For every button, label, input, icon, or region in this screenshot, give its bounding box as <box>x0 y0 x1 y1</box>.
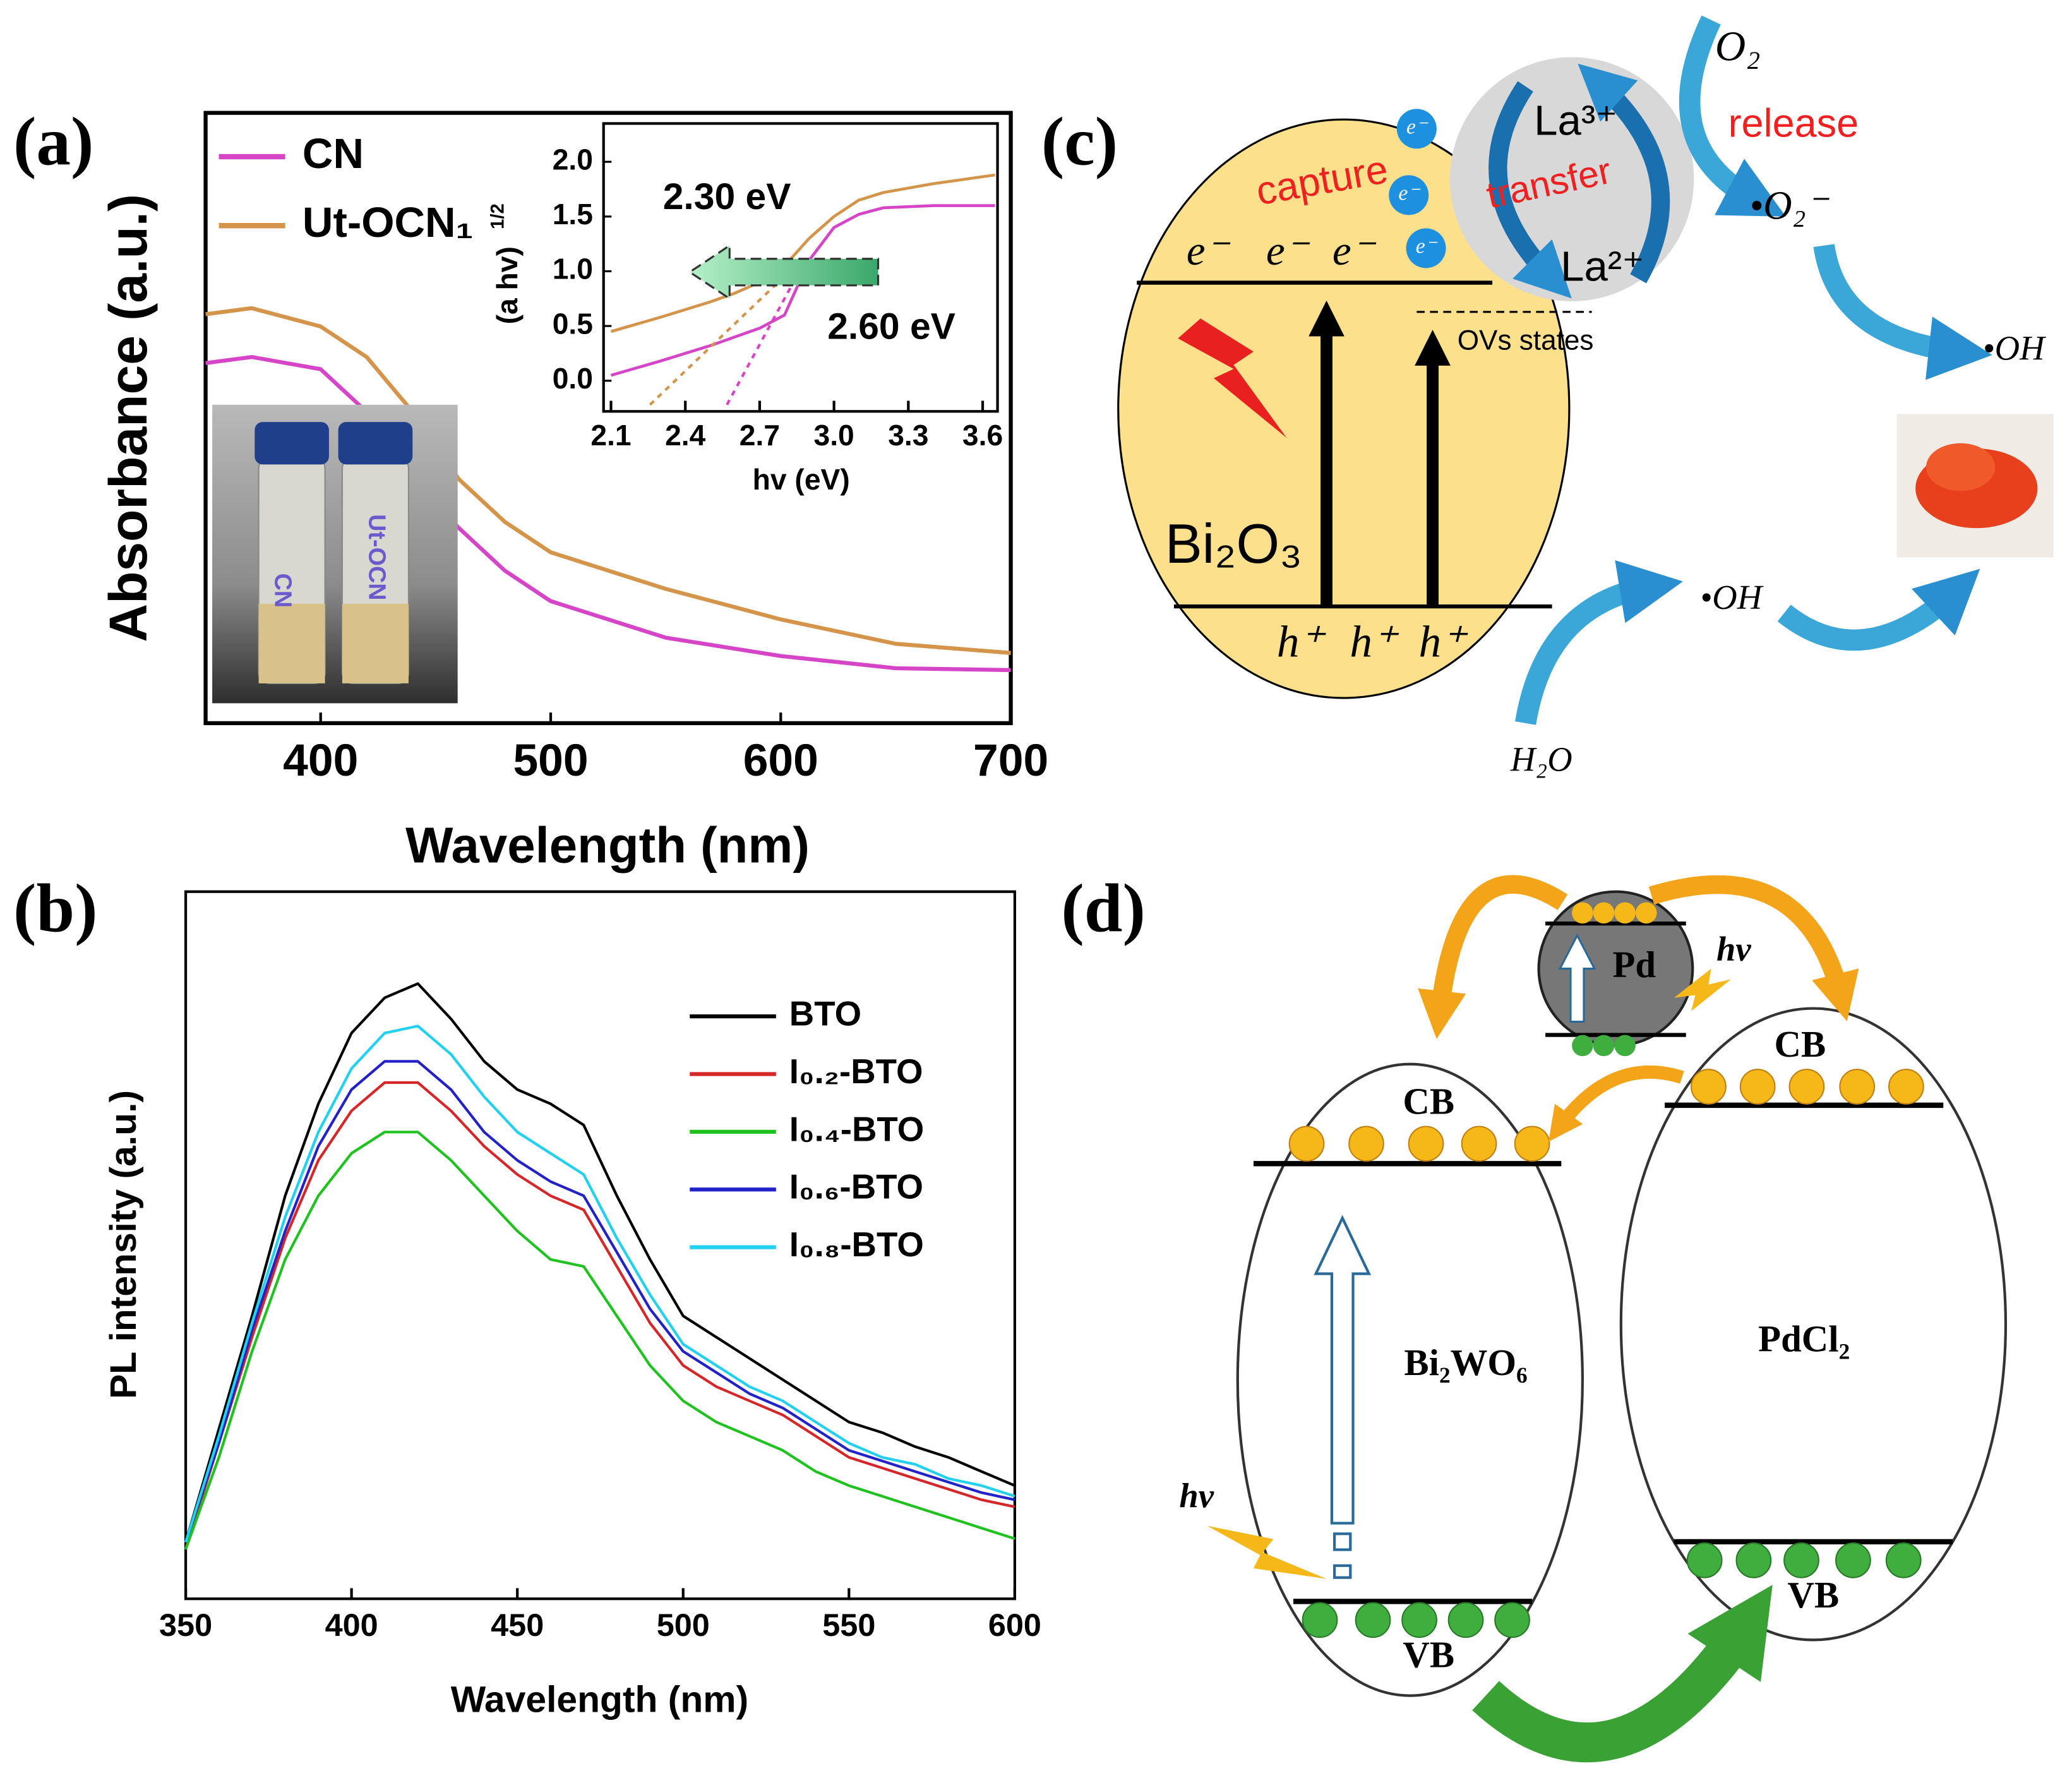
superoxide: •O₂⁻ <box>1749 183 1829 227</box>
panel-label: (d) <box>1061 870 1145 947</box>
legend-label: I₀.₈-BTO <box>789 1225 924 1264</box>
x-tick-label: 500 <box>657 1607 710 1643</box>
panel-a: 400 500 600 700 Wavelength (nm) Absorbance (a… <box>99 111 1048 874</box>
x-tick-label: 550 <box>822 1607 875 1643</box>
hydroxyl: •OH <box>1700 578 1764 616</box>
data-line <box>184 1024 1015 1543</box>
x-tick-label: 2.4 <box>665 419 706 452</box>
y-axis-label: Absorbance (a.u.) <box>99 194 158 642</box>
data-line <box>205 355 1011 673</box>
electron: e⁻ <box>1187 227 1231 274</box>
legend-label: Ut-OCN₁ <box>302 199 473 246</box>
shift-arrow <box>688 243 880 301</box>
electron: e⁻ <box>1332 227 1377 274</box>
legend-label: I₀.₆-BTO <box>789 1168 923 1206</box>
panel-d: (d) Pd hv hv CB VB Bi₂WO₆ PdCl₂ CB VB <box>1061 870 2008 1763</box>
plot-frame <box>184 890 1016 1601</box>
hv: hv <box>1179 1476 1214 1515</box>
ovs-states: OVs states <box>1458 325 1594 356</box>
hole: h⁺ <box>1350 616 1399 666</box>
y-axis-label-sup: 1/2 <box>488 203 508 229</box>
panel-label: (a) <box>13 103 93 179</box>
x-tick-label: 600 <box>988 1607 1041 1643</box>
vb-label: VB <box>1403 1634 1454 1675</box>
annotation: 2.30 eV <box>663 176 791 217</box>
data-line <box>184 1131 1015 1550</box>
hydroxyl: •OH <box>1983 328 2047 367</box>
vial-photo: CN Ut-OCN <box>212 404 458 704</box>
semiconductor: Bi₂O₃ <box>1165 512 1302 575</box>
data-line <box>610 173 995 333</box>
panel-c: (c) e⁻ e⁻ e⁻ capture transfer La³⁺ La²⁺ … <box>1041 15 2054 778</box>
legend-label: I₀.₄-BTO <box>789 1110 924 1148</box>
data-line <box>184 1081 1015 1550</box>
plot-frame <box>203 111 1013 726</box>
x-tick-label: 2.7 <box>740 419 780 452</box>
x-tick-label: 400 <box>283 735 358 786</box>
x-axis-label: Wavelength (nm) <box>451 1679 748 1721</box>
data-line <box>184 982 1015 1543</box>
y-axis-label: PL intensity (a.u.) <box>103 1090 144 1399</box>
y-tick-label: 0.0 <box>553 362 593 395</box>
x-tick-label: 3.0 <box>814 419 854 452</box>
x-tick-label: 400 <box>325 1607 378 1643</box>
panel-label: (b) <box>13 870 97 947</box>
x-axis-label: Wavelength (nm) <box>405 817 810 874</box>
x-tick-label: 500 <box>513 735 588 786</box>
water: H₂O <box>1510 740 1572 778</box>
x-tick-label: 2.1 <box>590 419 631 452</box>
o2: O₂ <box>1715 22 1761 69</box>
data-line <box>184 1060 1015 1543</box>
y-axis-label: (a hv) <box>491 246 524 324</box>
y-tick-label: 2.0 <box>553 143 593 176</box>
cb-label: CB <box>1775 1024 1826 1065</box>
material-label: PdCl₂ <box>1758 1318 1850 1359</box>
legend-label: BTO <box>789 995 861 1033</box>
legend-label: CN <box>302 130 364 177</box>
electron: e⁻ <box>1398 182 1420 205</box>
vial-label: Ut-OCN <box>363 514 390 600</box>
electron: e⁻ <box>1266 227 1310 274</box>
x-tick-label: 450 <box>491 1607 544 1643</box>
label-release: release <box>1728 101 1859 145</box>
data-line <box>610 204 995 377</box>
pd-label: Pd <box>1613 944 1656 985</box>
panel-label: (c) <box>1041 103 1118 179</box>
data-line <box>205 306 1011 655</box>
x-tick-label: 350 <box>159 1607 212 1643</box>
x-tick-label: 700 <box>973 735 1048 786</box>
material-label: Bi₂WO₆ <box>1404 1342 1527 1383</box>
tangent <box>649 264 797 406</box>
la2: La²⁺ <box>1560 243 1644 290</box>
panel-b: 350 400 450 500 550 600 Wavelength (nm) PL inte… <box>103 890 1041 1721</box>
vb-label: VB <box>1788 1575 1840 1616</box>
tangent <box>726 265 804 405</box>
hole: h⁺ <box>1277 616 1327 666</box>
x-tick-label: 600 <box>743 735 818 786</box>
la3: La³⁺ <box>1534 97 1618 144</box>
electron: e⁻ <box>1416 235 1438 258</box>
x-tick-label: 3.3 <box>888 419 928 452</box>
y-tick-label: 1.0 <box>553 253 593 285</box>
y-tick-label: 0.5 <box>553 307 593 340</box>
cb-label: CB <box>1403 1081 1454 1122</box>
annotation: 2.60 eV <box>827 306 955 347</box>
legend-label: I₀.₂-BTO <box>789 1052 923 1091</box>
electron: e⁻ <box>1406 116 1428 139</box>
y-tick-label: 1.5 <box>553 198 593 231</box>
x-axis-label: hv (eV) <box>753 463 850 496</box>
vial-label: CN <box>269 574 296 608</box>
inset-chart: 2.1 2.4 2.7 3.0 3.3 3.6 0.0 0.5 1.0 1.5 2.0 2.30 eV… <box>488 122 1003 496</box>
hv: hv <box>1716 930 1751 968</box>
x-tick-label: 3.6 <box>962 419 1003 452</box>
hole: h⁺ <box>1419 616 1469 666</box>
